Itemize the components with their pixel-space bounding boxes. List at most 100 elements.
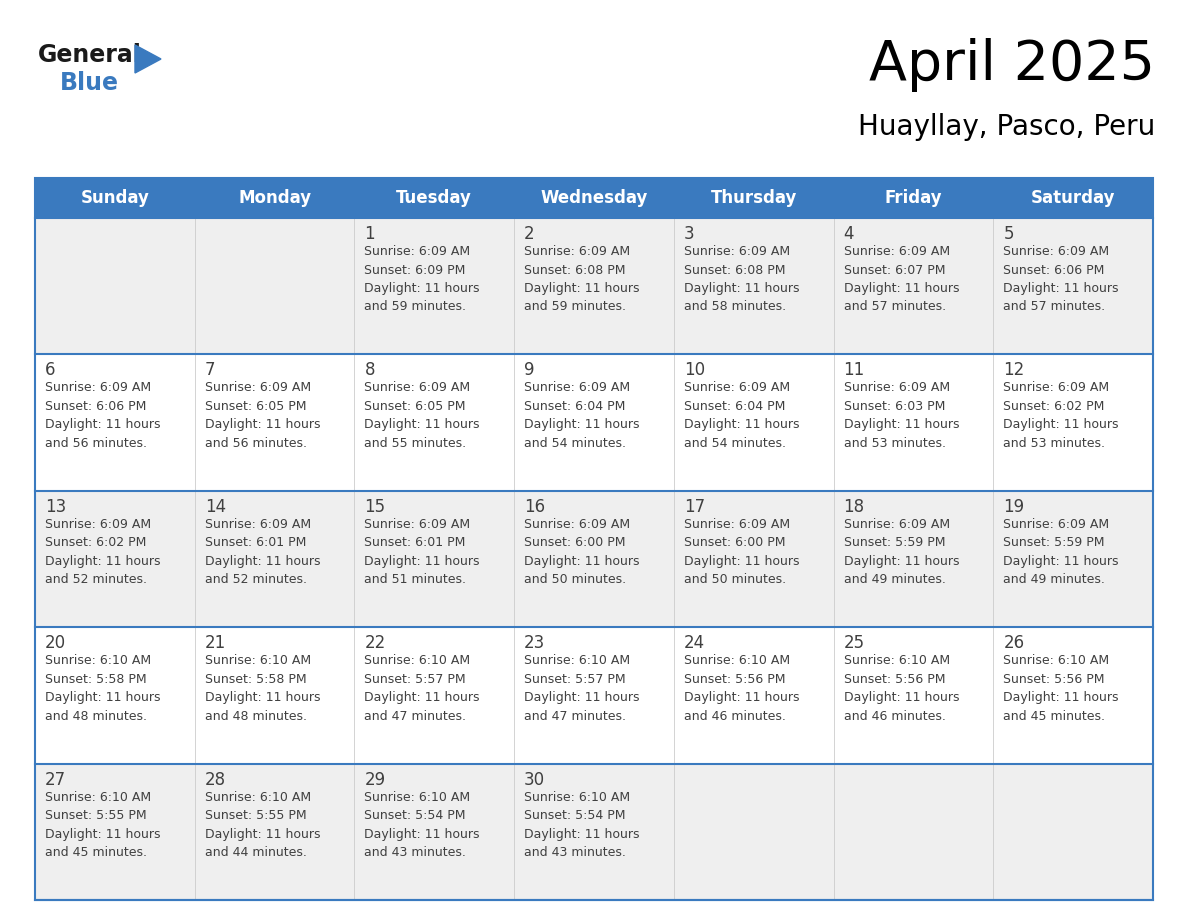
Text: Daylight: 11 hours: Daylight: 11 hours xyxy=(204,554,321,568)
Text: Huayllay, Pasco, Peru: Huayllay, Pasco, Peru xyxy=(858,113,1155,141)
Text: Daylight: 11 hours: Daylight: 11 hours xyxy=(1004,691,1119,704)
Text: Sunset: 6:04 PM: Sunset: 6:04 PM xyxy=(684,400,785,413)
Text: Sunrise: 6:09 AM: Sunrise: 6:09 AM xyxy=(843,381,949,395)
Text: 3: 3 xyxy=(684,225,695,243)
Text: and 50 minutes.: and 50 minutes. xyxy=(684,574,786,587)
Text: Daylight: 11 hours: Daylight: 11 hours xyxy=(684,554,800,568)
Text: Daylight: 11 hours: Daylight: 11 hours xyxy=(204,828,321,841)
Text: Sunset: 6:00 PM: Sunset: 6:00 PM xyxy=(684,536,785,549)
Text: and 45 minutes.: and 45 minutes. xyxy=(45,846,147,859)
Polygon shape xyxy=(135,45,162,73)
Text: and 53 minutes.: and 53 minutes. xyxy=(1004,437,1105,450)
Text: Wednesday: Wednesday xyxy=(541,189,647,207)
Text: Sunrise: 6:09 AM: Sunrise: 6:09 AM xyxy=(524,518,631,531)
Text: 22: 22 xyxy=(365,634,386,652)
Text: and 49 minutes.: and 49 minutes. xyxy=(843,574,946,587)
Text: Daylight: 11 hours: Daylight: 11 hours xyxy=(524,554,639,568)
Text: Sunset: 5:56 PM: Sunset: 5:56 PM xyxy=(1004,673,1105,686)
Text: 7: 7 xyxy=(204,362,215,379)
Text: Sunset: 6:04 PM: Sunset: 6:04 PM xyxy=(524,400,626,413)
Text: and 46 minutes.: and 46 minutes. xyxy=(843,710,946,722)
Text: 5: 5 xyxy=(1004,225,1013,243)
Text: Sunrise: 6:09 AM: Sunrise: 6:09 AM xyxy=(365,245,470,258)
Text: 18: 18 xyxy=(843,498,865,516)
Text: 30: 30 xyxy=(524,770,545,789)
Text: Sunset: 6:01 PM: Sunset: 6:01 PM xyxy=(365,536,466,549)
Text: Daylight: 11 hours: Daylight: 11 hours xyxy=(45,419,160,431)
Text: and 54 minutes.: and 54 minutes. xyxy=(524,437,626,450)
Text: Daylight: 11 hours: Daylight: 11 hours xyxy=(524,282,639,295)
Text: and 52 minutes.: and 52 minutes. xyxy=(204,574,307,587)
Bar xyxy=(34,354,1154,491)
Text: and 56 minutes.: and 56 minutes. xyxy=(204,437,307,450)
Text: Sunset: 5:58 PM: Sunset: 5:58 PM xyxy=(204,673,307,686)
Text: Sunset: 6:06 PM: Sunset: 6:06 PM xyxy=(1004,263,1105,276)
Text: Sunset: 5:57 PM: Sunset: 5:57 PM xyxy=(524,673,626,686)
Text: Daylight: 11 hours: Daylight: 11 hours xyxy=(684,419,800,431)
Text: Sunset: 5:56 PM: Sunset: 5:56 PM xyxy=(843,673,946,686)
Text: Sunset: 5:54 PM: Sunset: 5:54 PM xyxy=(524,809,626,823)
Text: Daylight: 11 hours: Daylight: 11 hours xyxy=(365,828,480,841)
Text: Sunrise: 6:09 AM: Sunrise: 6:09 AM xyxy=(524,381,631,395)
Text: Sunset: 5:55 PM: Sunset: 5:55 PM xyxy=(204,809,307,823)
Text: 19: 19 xyxy=(1004,498,1024,516)
Text: Daylight: 11 hours: Daylight: 11 hours xyxy=(204,691,321,704)
Text: 13: 13 xyxy=(45,498,67,516)
Text: Daylight: 11 hours: Daylight: 11 hours xyxy=(684,691,800,704)
Text: Daylight: 11 hours: Daylight: 11 hours xyxy=(365,282,480,295)
Text: and 48 minutes.: and 48 minutes. xyxy=(204,710,307,722)
Text: Sunrise: 6:09 AM: Sunrise: 6:09 AM xyxy=(843,518,949,531)
Text: Thursday: Thursday xyxy=(710,189,797,207)
Text: Sunset: 6:00 PM: Sunset: 6:00 PM xyxy=(524,536,626,549)
Text: Sunrise: 6:10 AM: Sunrise: 6:10 AM xyxy=(45,790,151,803)
Text: 15: 15 xyxy=(365,498,386,516)
Text: Sunset: 6:03 PM: Sunset: 6:03 PM xyxy=(843,400,944,413)
Bar xyxy=(34,178,1154,900)
Text: 8: 8 xyxy=(365,362,375,379)
Text: Sunset: 6:05 PM: Sunset: 6:05 PM xyxy=(365,400,466,413)
Text: General: General xyxy=(38,43,141,67)
Text: and 43 minutes.: and 43 minutes. xyxy=(524,846,626,859)
Text: and 57 minutes.: and 57 minutes. xyxy=(1004,300,1105,314)
Text: and 54 minutes.: and 54 minutes. xyxy=(684,437,785,450)
Text: Sunrise: 6:09 AM: Sunrise: 6:09 AM xyxy=(1004,518,1110,531)
Text: and 47 minutes.: and 47 minutes. xyxy=(524,710,626,722)
Text: Daylight: 11 hours: Daylight: 11 hours xyxy=(1004,282,1119,295)
Text: 28: 28 xyxy=(204,770,226,789)
Text: Daylight: 11 hours: Daylight: 11 hours xyxy=(1004,554,1119,568)
Text: Sunset: 5:57 PM: Sunset: 5:57 PM xyxy=(365,673,466,686)
Text: 4: 4 xyxy=(843,225,854,243)
Text: Sunset: 6:06 PM: Sunset: 6:06 PM xyxy=(45,400,146,413)
Bar xyxy=(34,491,1154,627)
Text: Sunset: 6:09 PM: Sunset: 6:09 PM xyxy=(365,263,466,276)
Text: Sunrise: 6:10 AM: Sunrise: 6:10 AM xyxy=(365,790,470,803)
Text: Sunset: 5:55 PM: Sunset: 5:55 PM xyxy=(45,809,146,823)
Text: Daylight: 11 hours: Daylight: 11 hours xyxy=(45,691,160,704)
Text: Daylight: 11 hours: Daylight: 11 hours xyxy=(843,691,959,704)
Text: and 59 minutes.: and 59 minutes. xyxy=(524,300,626,314)
Text: 29: 29 xyxy=(365,770,386,789)
Text: and 56 minutes.: and 56 minutes. xyxy=(45,437,147,450)
Text: Sunday: Sunday xyxy=(81,189,150,207)
Text: 24: 24 xyxy=(684,634,704,652)
Text: Daylight: 11 hours: Daylight: 11 hours xyxy=(684,282,800,295)
Text: 10: 10 xyxy=(684,362,704,379)
Text: Daylight: 11 hours: Daylight: 11 hours xyxy=(524,419,639,431)
Text: Sunrise: 6:10 AM: Sunrise: 6:10 AM xyxy=(843,655,949,667)
Text: Daylight: 11 hours: Daylight: 11 hours xyxy=(524,828,639,841)
Text: and 55 minutes.: and 55 minutes. xyxy=(365,437,467,450)
Text: April 2025: April 2025 xyxy=(868,38,1155,92)
Text: 17: 17 xyxy=(684,498,704,516)
Text: and 48 minutes.: and 48 minutes. xyxy=(45,710,147,722)
Text: Sunrise: 6:10 AM: Sunrise: 6:10 AM xyxy=(365,655,470,667)
Text: Daylight: 11 hours: Daylight: 11 hours xyxy=(45,828,160,841)
Text: Sunset: 6:02 PM: Sunset: 6:02 PM xyxy=(1004,400,1105,413)
Text: Sunrise: 6:09 AM: Sunrise: 6:09 AM xyxy=(204,381,311,395)
Text: Sunrise: 6:09 AM: Sunrise: 6:09 AM xyxy=(684,245,790,258)
Text: 12: 12 xyxy=(1004,362,1024,379)
Text: Blue: Blue xyxy=(61,71,119,95)
Text: Daylight: 11 hours: Daylight: 11 hours xyxy=(843,554,959,568)
Text: 11: 11 xyxy=(843,362,865,379)
Text: 9: 9 xyxy=(524,362,535,379)
Text: and 58 minutes.: and 58 minutes. xyxy=(684,300,786,314)
